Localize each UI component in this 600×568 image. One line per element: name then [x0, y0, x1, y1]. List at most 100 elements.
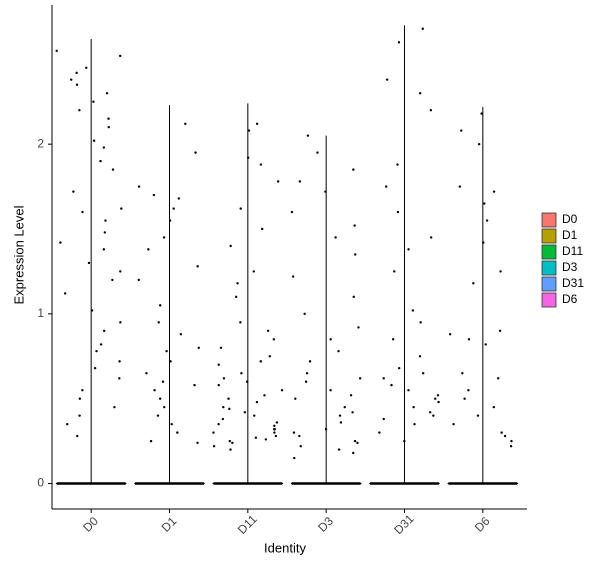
point [165, 349, 168, 353]
point [105, 92, 109, 95]
point [212, 431, 215, 434]
point [169, 360, 172, 363]
point [243, 411, 247, 414]
point [119, 321, 122, 324]
point [337, 448, 341, 451]
point [412, 405, 415, 409]
point [104, 219, 107, 222]
point [253, 414, 256, 417]
point [429, 236, 433, 239]
point [259, 360, 262, 363]
violin [369, 25, 440, 485]
point [196, 265, 199, 268]
point [259, 163, 263, 166]
violin [212, 103, 284, 485]
violin [134, 105, 205, 485]
x-tick-label: D1 [159, 514, 180, 535]
point [407, 248, 410, 251]
point [338, 414, 342, 417]
point [349, 394, 353, 397]
point [306, 134, 310, 137]
point [298, 434, 301, 438]
point [391, 338, 395, 341]
point [236, 282, 239, 285]
point [157, 321, 160, 324]
point [217, 363, 220, 366]
point [352, 295, 355, 299]
point [118, 360, 121, 363]
point [484, 343, 487, 346]
point [72, 190, 75, 193]
point [177, 197, 181, 200]
point [308, 360, 312, 363]
point [156, 414, 160, 417]
legend-key [541, 292, 557, 308]
point [99, 343, 103, 346]
point [217, 422, 220, 426]
point [334, 236, 337, 239]
point [152, 193, 156, 197]
point [403, 439, 406, 443]
point [467, 389, 470, 392]
point [353, 224, 356, 227]
point [428, 411, 432, 414]
point [118, 54, 122, 58]
point [107, 117, 110, 120]
point [448, 333, 452, 336]
point [184, 122, 187, 125]
point [460, 129, 463, 132]
point [159, 304, 162, 307]
point [390, 383, 393, 387]
point [352, 451, 355, 455]
point [113, 405, 116, 409]
point [358, 377, 362, 380]
point [329, 338, 332, 341]
legend-label: D31 [562, 276, 584, 290]
point [120, 207, 123, 210]
point [485, 219, 489, 222]
point [393, 270, 396, 273]
violin [55, 38, 127, 485]
point [170, 422, 173, 426]
point [176, 431, 179, 434]
point [193, 383, 196, 387]
point [273, 431, 276, 434]
point [324, 190, 327, 193]
point [273, 424, 276, 428]
point [197, 346, 200, 349]
point [63, 292, 67, 295]
point [382, 377, 385, 380]
point [396, 163, 399, 166]
point [149, 439, 153, 443]
point [231, 441, 234, 445]
point [229, 244, 232, 248]
point [102, 146, 106, 149]
point [472, 282, 475, 285]
point [228, 407, 231, 411]
point [357, 326, 360, 329]
point [343, 405, 346, 409]
legend-key [541, 260, 557, 276]
point [119, 270, 122, 273]
point [81, 210, 84, 214]
point [78, 397, 82, 400]
point [324, 428, 328, 431]
point [111, 168, 115, 171]
point [240, 372, 243, 375]
point [161, 380, 165, 383]
point [70, 78, 73, 81]
point [298, 180, 302, 183]
point [316, 151, 319, 154]
point [99, 159, 102, 163]
point [245, 380, 249, 383]
legend-key [541, 228, 557, 244]
y-tick-label: 0 [37, 476, 44, 490]
point [228, 439, 231, 443]
point [75, 83, 79, 86]
point [78, 109, 81, 112]
point [221, 417, 225, 421]
point [432, 414, 435, 417]
point [158, 397, 162, 400]
